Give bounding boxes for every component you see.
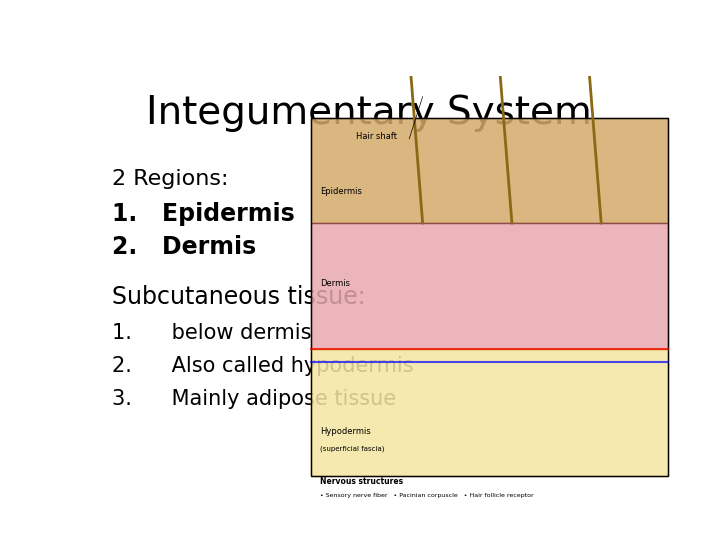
- Text: Hair shaft: Hair shaft: [356, 132, 397, 141]
- Text: 1.   Epidermis: 1. Epidermis: [112, 202, 295, 226]
- Text: Nervous structures: Nervous structures: [320, 477, 403, 486]
- Text: 2.   Dermis: 2. Dermis: [112, 235, 256, 259]
- Polygon shape: [311, 223, 668, 349]
- Text: 3.      Mainly adipose tissue: 3. Mainly adipose tissue: [112, 389, 397, 409]
- Polygon shape: [311, 118, 668, 223]
- Text: Integumentary System: Integumentary System: [146, 94, 592, 132]
- Text: (superficial fascia): (superficial fascia): [320, 446, 384, 452]
- Text: • Sensory nerve fiber   • Pacinian corpuscle   • Hair follicle receptor: • Sensory nerve fiber • Pacinian corpusc…: [320, 493, 534, 498]
- Text: 2 Regions:: 2 Regions:: [112, 168, 229, 189]
- Text: 1.      below dermis: 1. below dermis: [112, 322, 312, 342]
- Text: 2.      Also called hypodermis: 2. Also called hypodermis: [112, 356, 414, 376]
- Polygon shape: [311, 349, 668, 476]
- Text: Hypodermis: Hypodermis: [320, 427, 371, 436]
- Text: Dermis: Dermis: [320, 279, 350, 288]
- Text: Epidermis: Epidermis: [320, 186, 362, 195]
- Text: Subcutaneous tissue:: Subcutaneous tissue:: [112, 285, 366, 309]
